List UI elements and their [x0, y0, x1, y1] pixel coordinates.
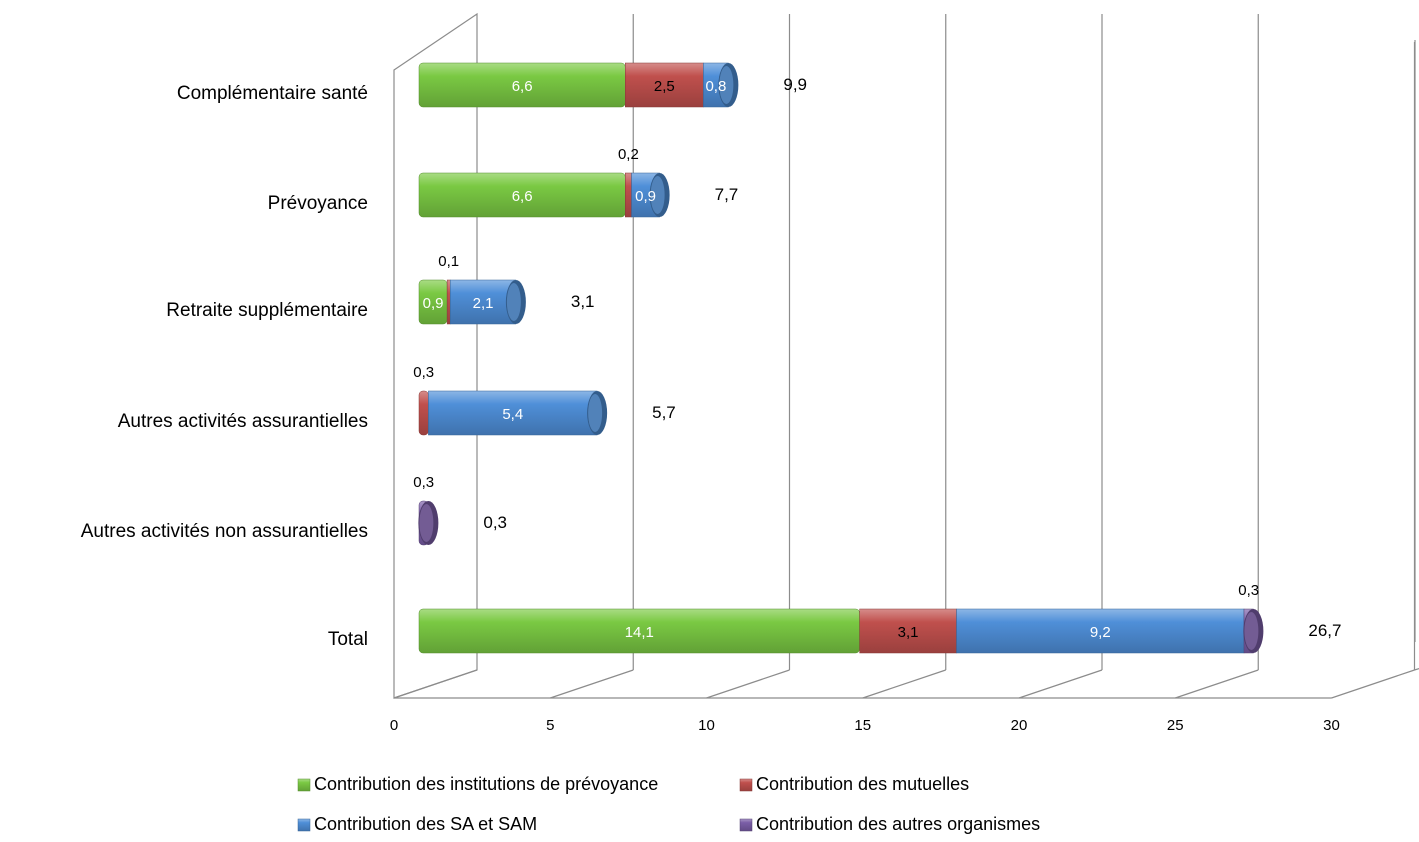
floor-gridline — [1018, 669, 1103, 699]
data-label: 6,6 — [512, 188, 533, 205]
category-label: Retraite supplémentaire — [166, 300, 368, 321]
x-axis: 0 5 10 15 20 25 30 — [390, 717, 1340, 734]
data-label: 2,1 — [473, 295, 494, 312]
x-tick-label: 20 — [1011, 717, 1028, 734]
total-label: 3,1 — [571, 292, 595, 311]
bars — [418, 62, 1264, 654]
x-tick-label: 30 — [1323, 717, 1340, 734]
bar-segment — [428, 390, 598, 436]
x-tick-label: 5 — [546, 717, 554, 734]
left-wall — [393, 12, 478, 699]
data-label: 14,1 — [625, 624, 654, 641]
category-label: Autres activités assurantielles — [118, 411, 368, 432]
bar-end-highlight — [719, 66, 734, 104]
data-label: 0,3 — [413, 474, 434, 491]
data-label: 3,1 — [898, 624, 919, 641]
legend-swatch — [739, 818, 753, 832]
category-label: Prévoyance — [268, 193, 368, 214]
category-labels: Complémentaire santé Prévoyance Retraite s… — [81, 83, 368, 650]
legend-swatch — [297, 818, 311, 832]
data-label: 6,6 — [512, 78, 533, 95]
total-label: 7,7 — [715, 185, 739, 204]
bar-segment — [859, 608, 957, 654]
floor-gridline — [706, 669, 790, 699]
legend-entry: Contribution des mutuelles — [756, 774, 969, 794]
bar-segment — [450, 279, 517, 325]
x-tick-label: 15 — [854, 717, 871, 734]
bar-segment — [956, 608, 1245, 654]
data-label: 2,5 — [654, 78, 675, 95]
data-label: 0,1 — [438, 253, 459, 270]
data-label: 0,9 — [423, 295, 444, 312]
chart-floor — [393, 40, 1419, 699]
total-label: 26,7 — [1308, 621, 1341, 640]
data-label: 9,2 — [1090, 624, 1111, 641]
floor-gridline — [550, 669, 634, 699]
data-label: 0,2 — [618, 146, 639, 163]
bar-end-highlight — [506, 283, 521, 321]
chart-walls — [393, 12, 478, 699]
category-label: Complémentaire santé — [177, 83, 368, 104]
floor-edge — [1414, 667, 1419, 671]
floor-gridline — [862, 669, 946, 699]
x-tick-label: 10 — [698, 717, 715, 734]
floor-gridline — [1175, 669, 1259, 699]
bar-segment — [418, 390, 429, 436]
data-label: 0,3 — [413, 364, 434, 381]
bar-segment — [625, 172, 632, 218]
data-label: 0,8 — [705, 78, 726, 95]
legend-entry: Contribution des SA et SAM — [314, 814, 537, 834]
bar-end-highlight — [1244, 612, 1259, 650]
floor-gridline — [393, 669, 478, 699]
data-label: 0,3 — [1238, 582, 1259, 599]
bar-end-highlight — [650, 176, 665, 214]
legend-entry: Contribution des institutions de prévoya… — [314, 774, 658, 794]
legend: Contribution des institutions de prévoya… — [297, 774, 1040, 834]
total-label: 5,7 — [652, 403, 676, 422]
total-label: 0,3 — [483, 513, 507, 532]
data-labels: 6,6 2,5 0,8 9,9 6,6 0,2 0,9 7,7 0,9 0,1 2,1 3,1 0,3 5… — [413, 75, 1341, 641]
x-tick-label: 25 — [1167, 717, 1184, 734]
data-label: 0,9 — [635, 188, 656, 205]
total-label: 9,9 — [783, 75, 807, 94]
data-label: 5,4 — [502, 406, 523, 423]
bar-end-highlight — [588, 394, 603, 432]
x-tick-label: 0 — [390, 717, 398, 734]
category-label: Total — [328, 629, 368, 650]
bar-segment — [625, 62, 704, 108]
gridlines — [632, 14, 1416, 670]
category-label: Autres activités non assurantielles — [81, 521, 368, 542]
legend-swatch — [739, 778, 753, 792]
legend-entry: Contribution des autres organismes — [756, 814, 1040, 834]
legend-swatch — [297, 778, 311, 792]
floor-gridline — [1331, 669, 1415, 699]
bar-segment — [446, 279, 451, 325]
bar-end-highlight — [419, 504, 434, 542]
